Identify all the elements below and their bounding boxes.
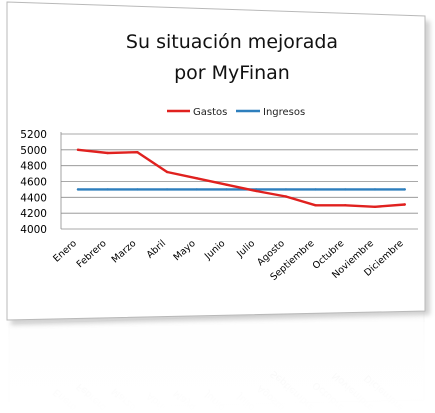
y-tick-label: 5000 xyxy=(20,145,47,157)
point-gastos-mayo xyxy=(195,177,198,180)
point-gastos-abril xyxy=(165,170,169,174)
chart-title-line-1: Su situación mejorada xyxy=(126,31,338,53)
slide-card xyxy=(6,1,426,321)
point-gastos-febrero xyxy=(106,151,109,155)
point-gastos-diciembre xyxy=(403,203,406,206)
legend-label-gastos: Gastos xyxy=(193,107,227,118)
y-tick-label: 4000 xyxy=(20,224,47,236)
y-tick-label: 4400 xyxy=(20,192,47,204)
point-gastos-septiembre xyxy=(314,204,317,207)
point-ingresos-septiembre xyxy=(314,188,317,191)
legend-label-ingresos: Ingresos xyxy=(263,107,305,118)
point-ingresos-mayo xyxy=(195,188,198,191)
plot-series xyxy=(76,148,406,209)
point-ingresos-abril xyxy=(165,188,169,191)
point-ingresos-noviembre xyxy=(373,188,377,191)
reflection-fade xyxy=(0,322,435,413)
point-gastos-junio xyxy=(225,183,228,186)
point-gastos-marzo xyxy=(136,151,139,154)
point-ingresos-febrero xyxy=(106,188,109,191)
point-gastos-octubre xyxy=(344,204,347,207)
point-gastos-agosto xyxy=(284,195,288,198)
point-ingresos-diciembre xyxy=(403,188,406,191)
point-gastos-enero xyxy=(76,148,80,151)
point-ingresos-agosto xyxy=(284,188,288,191)
point-gastos-noviembre xyxy=(373,205,377,208)
y-tick-label: 4800 xyxy=(20,161,47,173)
series-line-gastos xyxy=(76,148,406,209)
y-tick-label: 4600 xyxy=(20,177,47,189)
y-tick-label: 5200 xyxy=(20,129,47,141)
point-gastos-julio xyxy=(255,189,258,193)
point-ingresos-marzo xyxy=(136,188,139,191)
point-ingresos-enero xyxy=(76,188,80,191)
point-ingresos-octubre xyxy=(344,188,347,191)
y-tick-label: 4200 xyxy=(20,208,47,220)
grid xyxy=(60,132,418,230)
legend: Gastos Ingresos xyxy=(167,107,305,118)
point-ingresos-junio xyxy=(225,188,228,191)
chart-title-line-2: por MyFinan xyxy=(174,62,290,84)
y-axis: 5200 5000 4800 4600 4400 4200 4000 xyxy=(20,129,47,236)
